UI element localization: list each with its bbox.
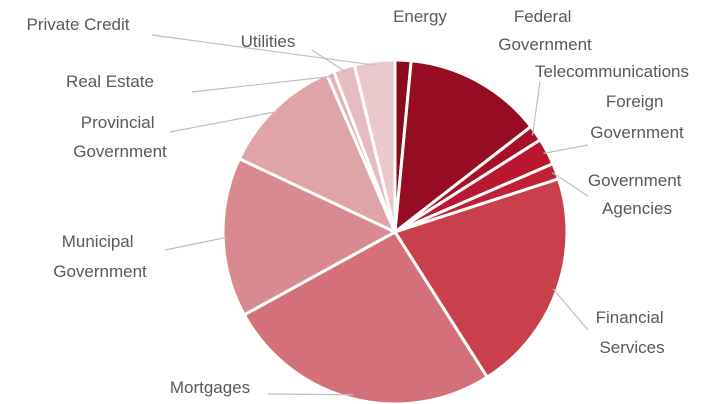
label-line: Municipal (62, 232, 139, 251)
leader-line (543, 144, 589, 154)
pie-slice (242, 230, 490, 404)
slice-label: Foreign Government (590, 92, 684, 142)
label-line: Government (498, 35, 592, 54)
label-line: Government (590, 123, 684, 142)
label-line: Government (588, 171, 686, 190)
slice-label: Telecommunications (535, 62, 689, 81)
label-line: Provincial (81, 113, 159, 132)
slice-label: Real Estate (66, 72, 154, 91)
pie-slice (352, 58, 397, 233)
leader-line (164, 236, 228, 251)
leader-line (552, 288, 589, 331)
label-line: Financial (596, 308, 669, 327)
leader-line (169, 110, 279, 133)
label-line: Agencies (602, 199, 672, 218)
pie-slice (393, 59, 534, 236)
slice-label: Private Credit (27, 15, 130, 34)
leader-line (531, 81, 541, 136)
slice-label: Energy (393, 7, 447, 26)
leader-line (267, 393, 354, 396)
slice-label: Government Agencies (588, 171, 686, 218)
label-line: Services (599, 338, 664, 357)
pie-slice (221, 156, 399, 317)
slice-label: Utilities (241, 32, 296, 51)
leader-line (151, 34, 376, 66)
label-line: Foreign (606, 92, 668, 111)
leader-line (311, 49, 346, 73)
slice-label: Provincial Government (73, 113, 167, 161)
label-line: Government (73, 142, 167, 161)
slice-label: Federal Government (498, 7, 592, 54)
leader-line (551, 172, 589, 197)
slice-label: Mortgages (170, 378, 250, 397)
slice-label: Municipal Government (53, 232, 147, 281)
slice-label: Financial Services (596, 308, 669, 357)
label-line: Federal (514, 7, 576, 26)
leader-line (191, 75, 332, 93)
label-line: Government (53, 262, 147, 281)
pie-slice (392, 176, 569, 380)
